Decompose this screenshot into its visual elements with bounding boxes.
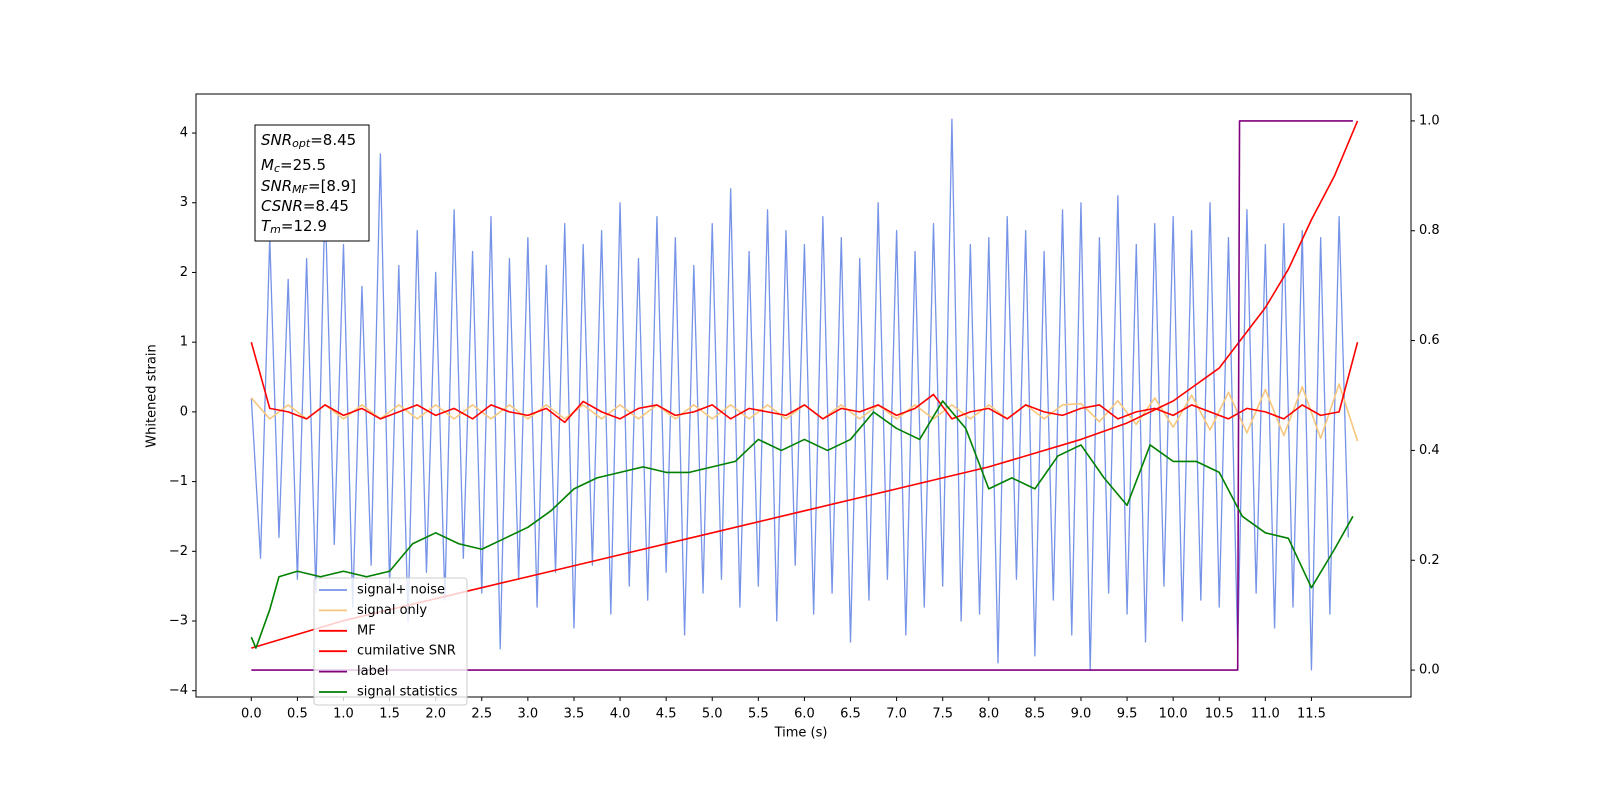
annotation-value: =8.45 [303, 197, 349, 215]
annotation-line: CSNR=8.45 [261, 197, 349, 215]
y2-tick-label: 0.6 [1419, 333, 1440, 348]
annotation-line: Mc=25.5 [261, 156, 326, 176]
y-tick-label: −1 [169, 474, 188, 489]
x-tick-label: 4.0 [610, 707, 631, 722]
x-tick-label: 3.5 [564, 707, 585, 722]
x-tick-label: 2.5 [471, 707, 492, 722]
x-axis-label: Time (s) [774, 726, 828, 741]
annotation-box [254, 124, 370, 242]
x-tick-label: 5.5 [748, 707, 769, 722]
legend-label: signal only [357, 603, 427, 618]
series-line [250, 383, 1359, 442]
y-tick-label: −2 [169, 544, 188, 559]
x-tick-label: 11.0 [1251, 707, 1280, 722]
legend-label: cumilative SNR [357, 644, 456, 659]
annotation-value: =[8.9] [308, 177, 356, 195]
series-line [250, 400, 1354, 649]
y2-tick-label: 0.4 [1419, 443, 1440, 458]
legend: signal+ noise signal only MF cumilative SNR… [313, 577, 468, 706]
x-tick-label: 2.0 [425, 707, 446, 722]
y-axis-label: Whitened strain [145, 344, 160, 447]
annotation-symbol: SNR [261, 131, 292, 149]
x-tick-label: 9.5 [1117, 707, 1138, 722]
x-tick-label: 8.5 [1025, 707, 1046, 722]
y-tick-label: 1 [180, 335, 188, 350]
annotation-line: Tm=12.9 [261, 217, 327, 237]
legend-label: MF [357, 623, 376, 638]
ticks: 0.0 0.5 1.0 1.5 2.0 2.5 3.0 3.5 4.0 4.5 5.0 5.5 6.0 6… [169, 113, 1440, 721]
annotation-line: SNRMF=[8.9] [261, 177, 356, 197]
x-tick-label: 1.0 [333, 707, 354, 722]
annotation-value: =8.45 [310, 131, 356, 149]
legend-label: label [357, 664, 388, 679]
y2-tick-label: 0.0 [1419, 663, 1440, 678]
y-tick-label: −3 [169, 614, 188, 629]
x-tick-label: 8.0 [978, 707, 999, 722]
y2-tick-label: 0.2 [1419, 553, 1440, 568]
series-line [250, 341, 1359, 424]
annotation-subscript: m [270, 223, 281, 236]
y2-tick-label: 1.0 [1419, 113, 1440, 128]
legend-box [313, 577, 468, 706]
x-tick-label: 4.5 [656, 707, 677, 722]
x-tick-label: 0.0 [241, 707, 262, 722]
annotation-subscript: c [274, 162, 280, 175]
x-tick-label: 6.5 [840, 707, 861, 722]
annotation-symbol: SNR [261, 177, 292, 195]
x-tick-label: 1.5 [379, 707, 400, 722]
x-tick-label: 9.0 [1071, 707, 1092, 722]
x-tick-label: 11.5 [1297, 707, 1326, 722]
y-tick-label: 0 [180, 404, 188, 419]
x-tick-label: 0.5 [287, 707, 308, 722]
series-line [251, 120, 1353, 671]
y-tick-label: −4 [169, 683, 188, 698]
x-tick-label: 6.0 [794, 707, 815, 722]
series-line [250, 118, 1349, 671]
axes-frame [195, 93, 1412, 698]
y-tick-label: 4 [180, 126, 188, 141]
x-tick-label: 10.5 [1205, 707, 1234, 722]
x-tick-label: 10.0 [1159, 707, 1188, 722]
annotation: SNRopt=8.45Mc=25.5SNRMF=[8.9]CSNR=8.45Tm… [254, 124, 370, 242]
y-tick-label: 2 [180, 265, 188, 280]
y2-tick-label: 0.8 [1419, 223, 1440, 238]
series-line [251, 120, 1359, 649]
legend-label: signal+ noise [357, 583, 445, 598]
x-tick-label: 7.0 [886, 707, 907, 722]
annotation-symbol: T [261, 217, 272, 235]
annotation-symbol: M [261, 156, 274, 174]
annotation-symbol: CSNR [261, 197, 303, 215]
annotation-subscript: MF [292, 183, 308, 196]
y-tick-label: 3 [180, 195, 188, 210]
x-tick-label: 3.0 [518, 707, 539, 722]
x-tick-label: 5.0 [702, 707, 723, 722]
x-tick-label: 7.5 [932, 707, 953, 722]
annotation-value: =12.9 [281, 217, 327, 235]
annotation-line: SNRopt=8.45 [261, 131, 356, 151]
plot-area [250, 118, 1359, 671]
legend-label: signal statistics [357, 685, 458, 700]
annotation-subscript: opt [292, 137, 311, 150]
annotation-value: =25.5 [280, 156, 326, 174]
